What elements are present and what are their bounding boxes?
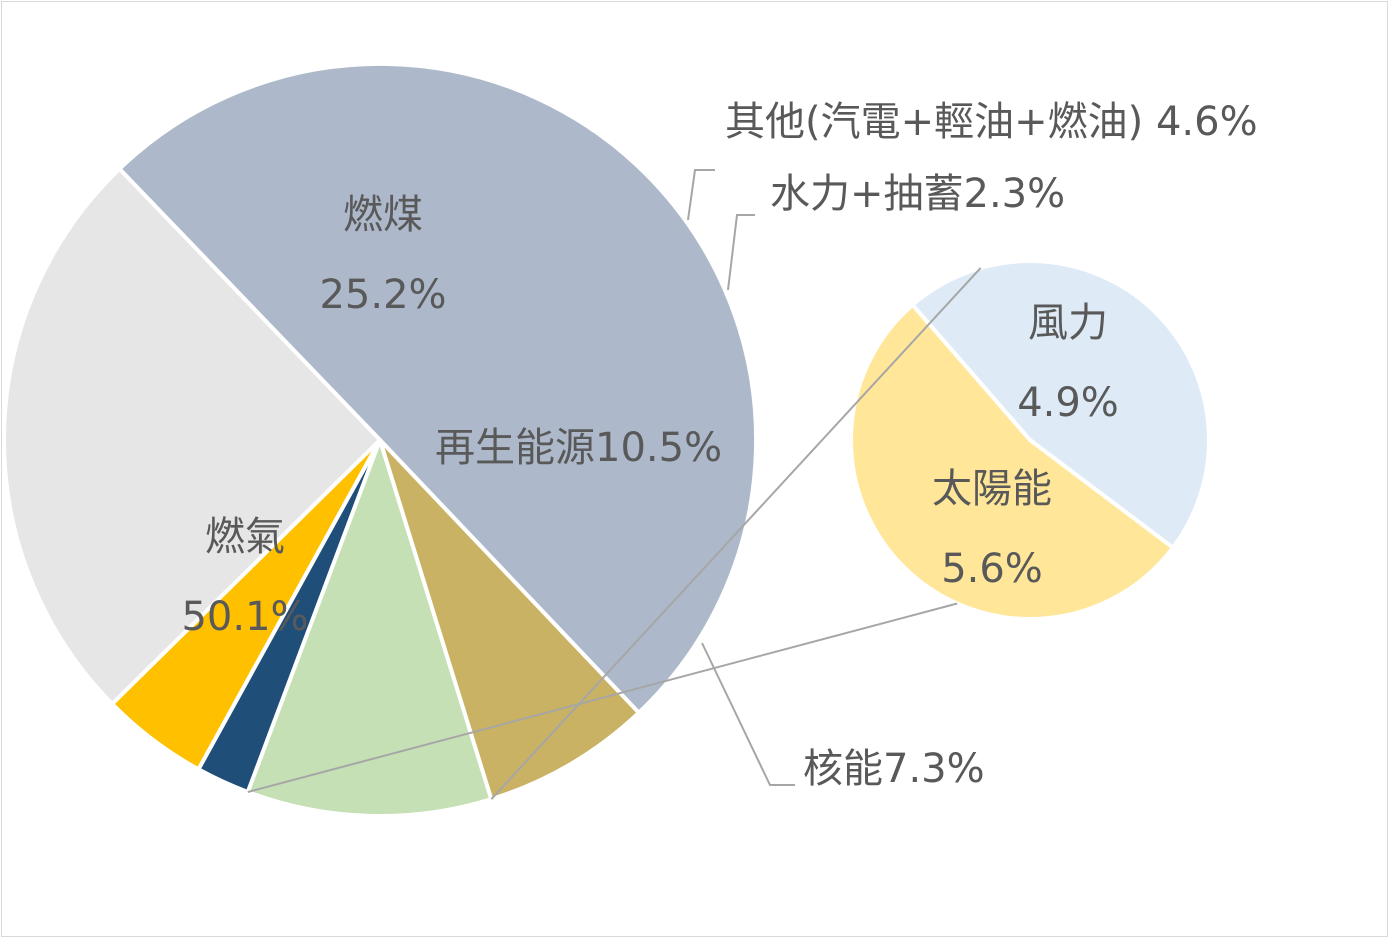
label-renewable-name: 再生能源 <box>435 425 595 471</box>
main-slice-4 <box>245 438 494 818</box>
label-nuclear-value: 7.3% <box>883 746 985 792</box>
label-coal-name: 燃煤 <box>343 192 423 238</box>
label-other-value: 4.6% <box>1143 99 1257 145</box>
label-renewable: 再生能源10.5% <box>435 425 722 471</box>
label-solar-name: 太陽能 <box>932 466 1052 512</box>
main-slice-1 <box>2 166 382 706</box>
label-gas-name: 燃氣 <box>205 514 285 560</box>
label-gas-value: 50.1% <box>181 594 308 640</box>
label-renewable-value: 10.5% <box>595 425 722 471</box>
label-hydro-value: 2.3% <box>964 171 1066 217</box>
sub-slice-0 <box>910 259 1211 550</box>
main-pie <box>2 61 759 818</box>
secondary-pie <box>849 259 1211 622</box>
sub-slice-1 <box>849 302 1175 622</box>
label-nuclear: 核能7.3% <box>803 746 985 792</box>
label-wind-name: 風力 <box>1028 300 1108 346</box>
label-nuclear-name: 核能 <box>803 746 883 792</box>
label-wind-value: 4.9% <box>1017 380 1119 426</box>
label-solar-value: 5.6% <box>941 546 1043 592</box>
leader-lines <box>247 169 982 800</box>
connector-top-line <box>490 267 982 800</box>
label-hydro: 水力+抽蓄2.3% <box>770 171 1065 217</box>
leader-hydro <box>727 214 755 291</box>
leader-nuclear <box>701 642 795 786</box>
label-coal-value: 25.2% <box>319 272 446 318</box>
connector-bottom-line <box>247 602 958 793</box>
label-hydro-name: 水力+抽蓄 <box>770 171 964 217</box>
label-other-name: 其他(汽電+輕油+燃油) <box>725 99 1143 145</box>
label-other: 其他(汽電+輕油+燃油) 4.6% <box>725 99 1258 145</box>
leader-other <box>687 169 715 221</box>
main-slice-0 <box>117 61 759 715</box>
